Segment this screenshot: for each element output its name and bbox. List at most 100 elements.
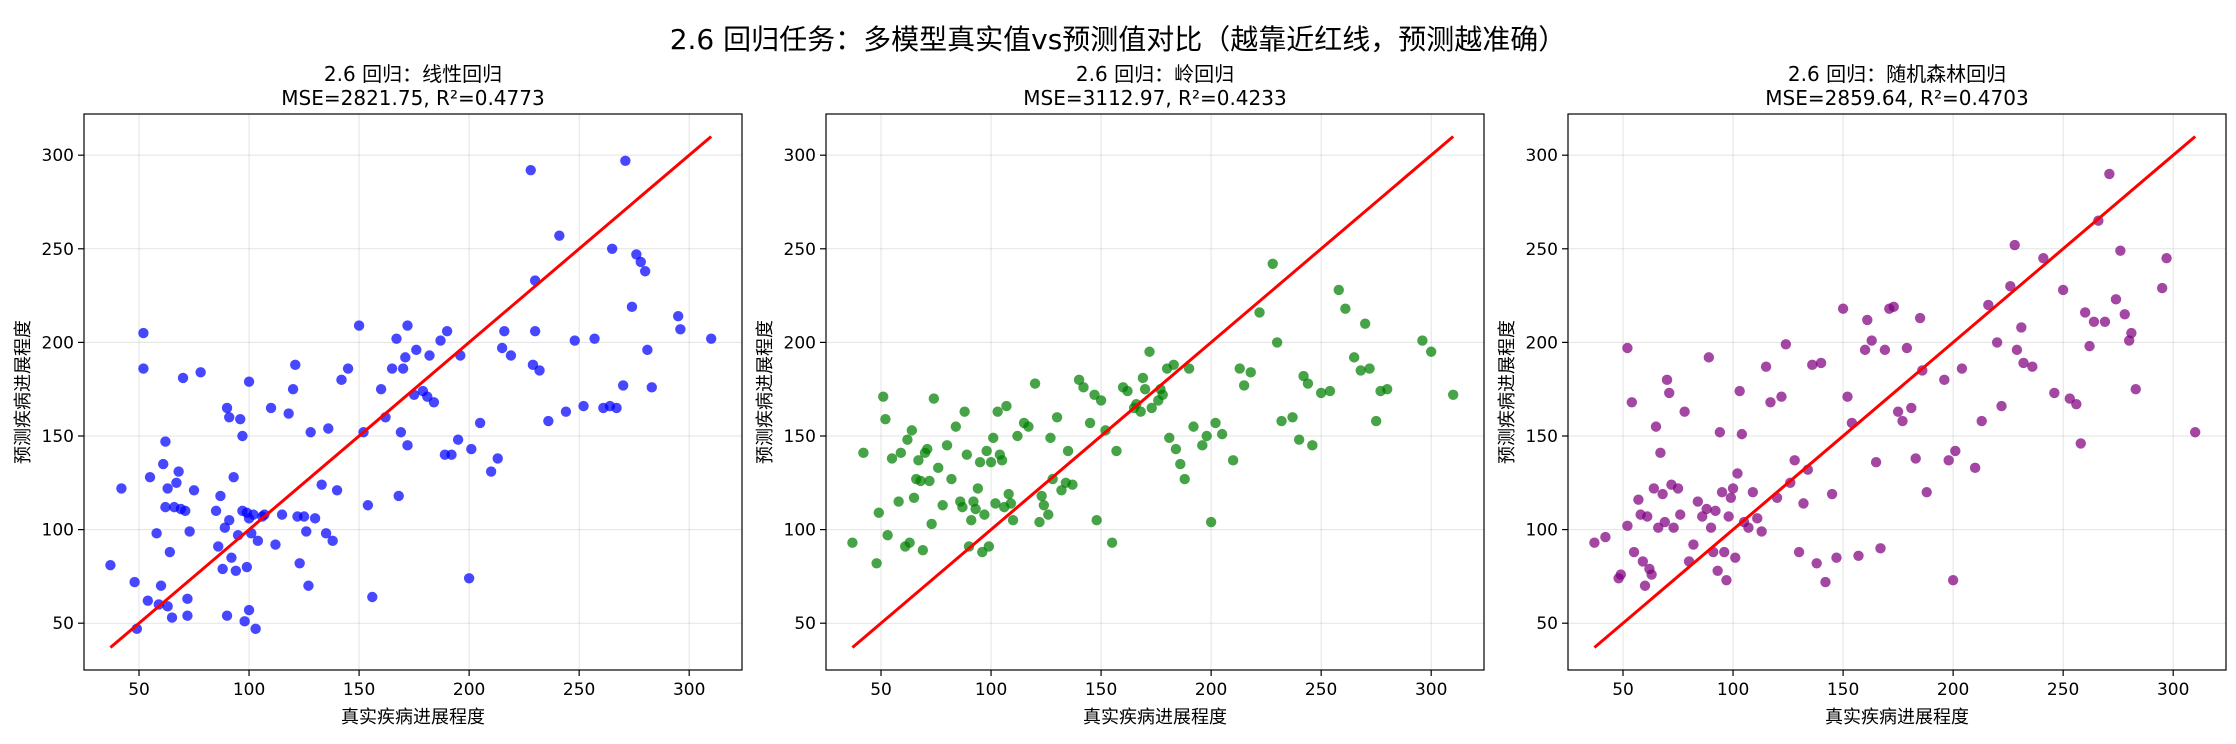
y-tick-label: 100 — [784, 521, 816, 541]
scatter-point — [642, 344, 653, 356]
scatter-point — [505, 350, 517, 361]
scatter-point — [1815, 357, 1827, 369]
scatter-point — [2071, 398, 2082, 410]
scatter-point — [367, 591, 378, 603]
scatter-point — [1267, 258, 1278, 269]
scatter-point — [1752, 513, 1763, 524]
panel-metrics: MSE=2859.64, R²=0.4703 — [1765, 86, 2028, 110]
scatter-point — [1333, 284, 1344, 296]
scatter-point — [1639, 580, 1651, 591]
scatter-point — [639, 266, 651, 277]
scatter-point — [1756, 526, 1767, 537]
scatter-point — [554, 230, 565, 241]
scatter-point — [342, 363, 354, 374]
scatter-point — [362, 500, 374, 511]
scatter-point — [158, 458, 169, 470]
y-tick-label: 100 — [42, 521, 74, 541]
scatter-point — [1324, 385, 1336, 397]
scatter-point — [880, 413, 891, 425]
scatter-point — [243, 376, 255, 387]
x-tick-label: 300 — [673, 680, 705, 700]
scatter-point — [1622, 520, 1633, 532]
scatter-point — [499, 325, 510, 337]
scatter-point — [543, 415, 554, 427]
scatter-point — [1183, 363, 1195, 374]
scatter-point — [1879, 344, 1891, 356]
scatter-point — [424, 350, 435, 361]
x-tick-label: 200 — [1937, 680, 1969, 700]
scatter-point — [1168, 359, 1179, 371]
x-axis-label: 真实疾病进展程度 — [1825, 707, 1969, 728]
scatter-point — [873, 507, 885, 518]
scatter-point — [252, 535, 264, 547]
y-tick-label: 300 — [784, 146, 816, 166]
y-tick-label: 150 — [42, 427, 74, 447]
scatter-point — [138, 327, 149, 339]
panel-metrics: MSE=2821.75, R²=0.4773 — [281, 86, 544, 110]
scatter-point — [1622, 342, 1633, 354]
scatter-point — [1245, 367, 1256, 378]
scatter-point — [1276, 415, 1287, 427]
scatter-point — [1106, 537, 1118, 548]
scatter-point — [386, 363, 398, 374]
scatter-point — [1672, 483, 1684, 494]
scatter-point — [1661, 374, 1673, 386]
panel-title: 2.6 回归：随机森林回归 — [1788, 62, 2006, 86]
scatter-point — [1348, 352, 1360, 363]
scatter-point — [217, 563, 228, 575]
scatter-point — [243, 604, 255, 616]
scatter-point — [1007, 515, 1019, 526]
y-tick-label: 200 — [784, 333, 816, 353]
scatter-point — [1976, 415, 1987, 427]
scatter-point — [2038, 252, 2049, 264]
scatter-point — [895, 447, 907, 459]
scatter-point — [1205, 516, 1217, 528]
scatter-point — [1034, 516, 1045, 528]
scatter-point — [1853, 550, 1864, 562]
scatter-point — [589, 333, 600, 344]
scatter-point — [1364, 363, 1375, 374]
scatter-point — [228, 471, 239, 483]
scatter-point — [1732, 468, 1743, 479]
scatter-point — [1201, 430, 1212, 442]
scatter-point — [1615, 569, 1627, 580]
y-tick-label: 250 — [1526, 240, 1558, 260]
scatter-point — [395, 427, 407, 438]
scatter-point — [221, 402, 233, 414]
scatter-point — [1381, 383, 1393, 395]
scatter-point — [1831, 552, 1842, 563]
scatter-point — [316, 479, 327, 490]
scatter-point — [1655, 447, 1666, 459]
scatter-point — [248, 509, 259, 520]
scatter-point — [129, 576, 140, 588]
scatter-point — [560, 406, 572, 417]
scatter-points — [105, 155, 717, 635]
scatter-point — [915, 475, 926, 487]
scatter-point — [402, 320, 413, 331]
scatter-point — [215, 490, 226, 502]
x-axis-label: 真实疾病进展程度 — [1083, 707, 1227, 728]
scatter-point — [180, 505, 191, 517]
scatter-point — [2104, 168, 2115, 180]
scatter-point — [1051, 412, 1063, 423]
scatter-point — [142, 595, 154, 606]
x-tick-label: 250 — [563, 680, 595, 700]
scatter-point — [1646, 569, 1657, 580]
scatter-point — [1712, 565, 1723, 576]
scatter-point — [1730, 552, 1741, 563]
scatter-point — [569, 335, 580, 346]
scatter-point — [428, 397, 440, 408]
scatter-point — [353, 320, 365, 331]
scatter-point — [1234, 363, 1245, 374]
scatter-point — [1307, 440, 1318, 451]
x-tick-label: 300 — [1415, 680, 1447, 700]
scatter-point — [1943, 455, 1954, 466]
scatter-point — [1164, 432, 1175, 444]
scatter-point — [1668, 522, 1679, 533]
scatter-point — [626, 301, 638, 313]
x-tick-label: 150 — [1827, 680, 1859, 700]
scatter-point — [1139, 383, 1151, 395]
scatter-point — [1789, 455, 1800, 466]
scatter-point — [1914, 312, 1926, 324]
scatter-point — [2011, 344, 2023, 356]
